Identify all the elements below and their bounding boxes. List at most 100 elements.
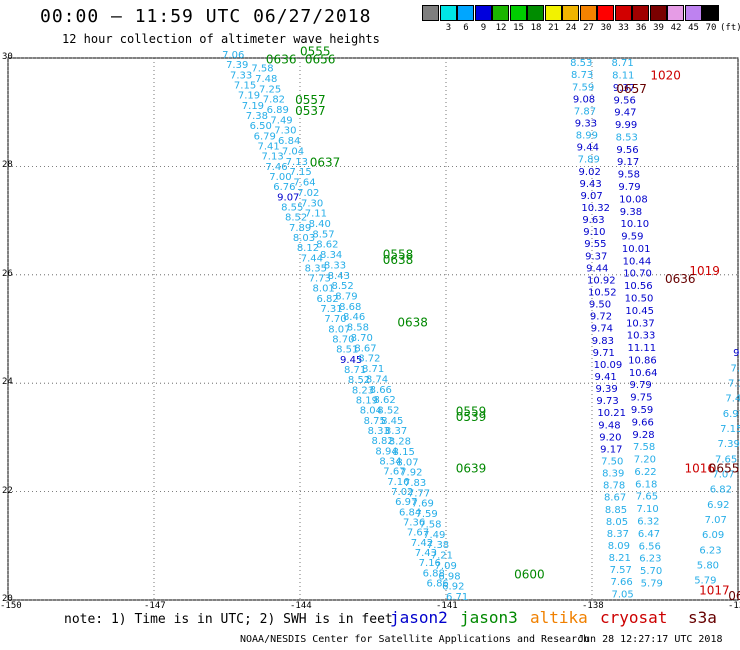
wave-height-value: 6.22 bbox=[634, 467, 656, 478]
wave-height-value: 7.25 bbox=[259, 84, 281, 95]
wave-height-value: 9.8 bbox=[733, 348, 740, 359]
wave-height-value: 6.71 bbox=[446, 592, 468, 603]
wave-height-value: 7.43 bbox=[415, 548, 437, 559]
color-scale-label: 18 bbox=[530, 23, 542, 33]
color-scale-label: 45 bbox=[688, 23, 699, 33]
wave-height-value: 7.1 bbox=[728, 378, 740, 389]
wave-height-value: 10.70 bbox=[623, 269, 652, 280]
color-swatch bbox=[562, 5, 579, 21]
wave-height-value: 8.43 bbox=[328, 271, 350, 282]
wave-height-value: 8.51 bbox=[336, 345, 358, 356]
pass-time-label: 1017 bbox=[699, 584, 730, 598]
wave-height-value: 8.67 bbox=[354, 343, 376, 354]
wave-height-value: 8.12 bbox=[297, 243, 319, 254]
color-scale-label: 12 bbox=[495, 23, 507, 33]
wave-height-value: 10.37 bbox=[626, 318, 655, 329]
wave-height-value: 9.79 bbox=[630, 380, 652, 391]
wave-height-value: 7.38 bbox=[427, 540, 449, 551]
pass-time-label: 0638 bbox=[397, 315, 428, 329]
wave-height-value: 6.97 bbox=[395, 497, 417, 508]
wave-height-value: 10.64 bbox=[629, 368, 658, 379]
wave-height-value: 9.28 bbox=[632, 430, 654, 441]
pass-time-label: 0636 bbox=[665, 272, 696, 286]
wave-height-value: 5.70 bbox=[640, 566, 662, 577]
wave-height-value: 8.99 bbox=[576, 131, 598, 142]
wave-height-value: 10.56 bbox=[624, 281, 653, 292]
wave-height-value: 11.11 bbox=[627, 343, 656, 354]
page-subtitle: 12 hour collection of altimeter wave hei… bbox=[62, 32, 380, 46]
wave-height-value: 7.58 bbox=[419, 519, 441, 530]
wave-height-value: 8.78 bbox=[603, 481, 625, 492]
wave-height-value: 9.07 bbox=[277, 192, 299, 203]
color-scale-label: 6 bbox=[463, 23, 469, 33]
color-scale-label: 36 bbox=[635, 23, 647, 33]
wave-height-value: 6.97 bbox=[723, 409, 740, 420]
wave-height-value: 7.41 bbox=[258, 141, 280, 152]
color-scale-label: 27 bbox=[583, 23, 594, 33]
satellite-tracks: 7.067.397.337.157.197.197.386.506.797.41… bbox=[222, 50, 740, 603]
longitude-tick-label: -144 bbox=[290, 601, 312, 611]
color-swatch bbox=[492, 5, 509, 21]
longitude-tick-label: -150 bbox=[0, 601, 22, 611]
wave-height-value: 7.69 bbox=[412, 499, 434, 510]
wave-height-value: 8.40 bbox=[309, 219, 331, 230]
wave-height-value: 7.70 bbox=[324, 314, 346, 325]
wave-height-value: 8.57 bbox=[312, 229, 334, 240]
wave-height-value: 8.11 bbox=[612, 71, 634, 82]
wave-height-value: 6.79 bbox=[254, 131, 276, 142]
wave-height-value: 8.74 bbox=[366, 374, 388, 385]
color-scale-label: 42 bbox=[670, 23, 682, 33]
wave-height-value: 9.71 bbox=[593, 348, 615, 359]
color-scale-label: 30 bbox=[600, 23, 612, 33]
wave-height-value: 7.58 bbox=[251, 64, 273, 75]
wave-height-value: 6.76 bbox=[273, 182, 295, 193]
pass-time-label: 0657 bbox=[616, 82, 647, 96]
color-swatch bbox=[544, 5, 562, 21]
pass-time-label: 0539 bbox=[456, 410, 487, 424]
color-swatch bbox=[649, 5, 667, 21]
wave-height-value: 6.18 bbox=[635, 479, 657, 490]
wave-height-value: 7.49 bbox=[270, 115, 292, 126]
wave-height-value: 7.20 bbox=[634, 455, 656, 466]
wave-height-value: 9.47 bbox=[614, 108, 636, 119]
wave-height-value: 7.48 bbox=[255, 74, 277, 85]
wave-height-value: 7.58 bbox=[633, 442, 655, 453]
pass-time-label: 1016 bbox=[684, 462, 715, 476]
wave-height-value: 7.57 bbox=[610, 565, 632, 576]
wave-height-value: 9.10 bbox=[583, 227, 605, 238]
wave-height-value: 8.85 bbox=[605, 505, 627, 516]
wave-height-value: 6.92 bbox=[707, 500, 729, 511]
wave-height-value: 7.65 bbox=[715, 454, 737, 465]
pass-time-label: 0654 bbox=[728, 589, 740, 603]
wave-height-value: 8.52 bbox=[285, 213, 307, 224]
latitude-tick-label: 30 bbox=[2, 52, 13, 62]
wave-height-value: 8.37 bbox=[385, 426, 407, 437]
color-swatch bbox=[457, 5, 474, 21]
wave-height-value: 8.09 bbox=[608, 541, 630, 552]
wave-height-value: 5.79 bbox=[641, 578, 663, 589]
wave-height-value: 7.02 bbox=[391, 487, 413, 498]
wave-height-value: 8.52 bbox=[377, 405, 399, 416]
wave-height-value: 7.42 bbox=[411, 538, 433, 549]
color-swatch bbox=[667, 5, 684, 21]
wave-height-value: 7.42 bbox=[725, 394, 740, 405]
wave-height-value: 7.15 bbox=[720, 424, 740, 435]
wave-height-value: 7.16 bbox=[419, 558, 441, 569]
wave-height-value: 9.41 bbox=[595, 372, 617, 383]
wave-height-value: 10.52 bbox=[588, 287, 617, 298]
color-scale-label: 15 bbox=[513, 23, 524, 33]
wave-height-value: 8.07 bbox=[328, 324, 350, 335]
wave-height-value: 7.67 bbox=[383, 467, 405, 478]
wave-height-value: 8.19 bbox=[356, 396, 378, 407]
wave-height-value: 7.19 bbox=[242, 101, 264, 112]
wave-height-value: 6.82 bbox=[710, 485, 732, 496]
longitude-tick-label: -138 bbox=[582, 601, 604, 611]
wave-height-value: 7.83 bbox=[404, 478, 426, 489]
wave-height-value: 9.44 bbox=[577, 143, 599, 154]
wave-height-value: 9.72 bbox=[590, 312, 612, 323]
wave-height-value: 8.39 bbox=[602, 469, 624, 480]
wave-height-value: 10.32 bbox=[581, 203, 610, 214]
wave-height-value: 9.45 bbox=[340, 355, 362, 366]
wave-height-value: 8.21 bbox=[609, 553, 631, 564]
